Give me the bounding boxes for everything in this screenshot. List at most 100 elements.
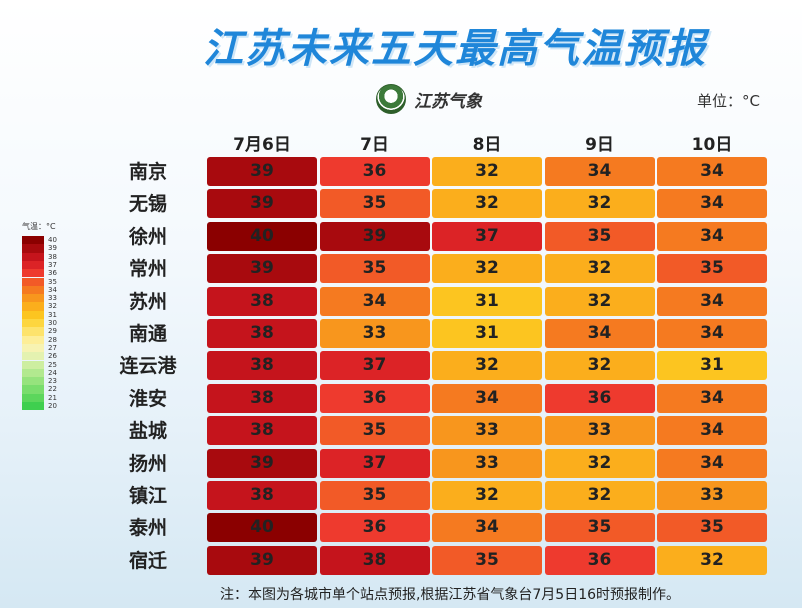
heatmap-cell: 32: [432, 189, 542, 219]
heatmap-cell: 39: [207, 545, 317, 575]
legend-label: 27: [48, 343, 57, 352]
legend-label: 38: [48, 252, 57, 261]
heatmap-cell: 36: [544, 383, 655, 413]
legend-swatch: [22, 343, 44, 353]
heatmap-cell: 34: [657, 286, 767, 316]
legend-swatch: [22, 368, 44, 378]
heatmap-cell: 33: [319, 319, 430, 348]
heatmap-cell: 34: [657, 221, 767, 251]
city-label: 苏州: [128, 290, 167, 313]
heatmap-cell: 32: [432, 351, 542, 381]
logo: 江苏气象: [376, 82, 482, 116]
legend-label: 35: [48, 277, 57, 286]
heatmap-cell: 31: [657, 351, 767, 381]
legend-swatch: [22, 360, 44, 369]
heatmap-cell: 40: [207, 221, 317, 251]
heatmap-cell: 36: [319, 157, 430, 186]
heatmap-cell: 35: [319, 481, 430, 510]
heatmap-cell: 39: [207, 254, 317, 284]
legend-swatch: [22, 302, 44, 311]
heatmap-cell: 34: [544, 319, 655, 348]
city-label: 连云港: [119, 355, 177, 378]
heatmap-cell: 35: [544, 513, 655, 543]
legend-label: 24: [48, 368, 57, 377]
heatmap-cell: 34: [657, 448, 767, 478]
heatmap-cell: 33: [544, 416, 655, 446]
legend-label: 23: [48, 377, 57, 386]
legend-swatch: [22, 244, 44, 253]
heatmap-cell: 32: [657, 545, 767, 575]
city-label: 宿迁: [128, 549, 167, 572]
city-label: 镇江: [128, 485, 167, 507]
heatmap-cell: 33: [657, 481, 767, 510]
legend-label: 25: [48, 360, 57, 369]
heatmap-cell: 31: [432, 286, 542, 316]
legend-label: 32: [48, 302, 57, 311]
legend-label: 22: [48, 385, 57, 394]
heatmap-cell: 35: [432, 545, 542, 575]
city-label: 扬州: [128, 452, 167, 475]
legend-swatch: [22, 377, 44, 386]
legend-swatch: [22, 327, 44, 336]
heatmap-cell: 35: [657, 254, 767, 284]
legend-label: 28: [48, 335, 57, 344]
heatmap-cell: 33: [432, 448, 542, 478]
legend-label: 20: [48, 402, 57, 410]
heatmap-cell: 36: [319, 383, 430, 413]
heatmap-cell: 35: [319, 189, 430, 219]
heatmap-cell: 34: [657, 319, 767, 348]
legend-label: 37: [48, 260, 57, 269]
legend-swatch: [22, 269, 44, 278]
city-label: 盐城: [128, 420, 167, 443]
heatmap-cell: 39: [207, 448, 317, 478]
heatmap-cell: 35: [319, 254, 430, 284]
legend-label: 29: [48, 327, 57, 336]
heatmap-cell: 32: [432, 481, 542, 510]
heatmap-cell: 34: [657, 189, 767, 219]
legend-label: 33: [48, 294, 57, 303]
heatmap-cell: 33: [432, 416, 542, 446]
city-label: 南京: [128, 161, 167, 183]
legend-swatch: [22, 335, 44, 344]
heatmap-cell: 32: [544, 189, 655, 219]
legend-title: 气温：°C: [22, 222, 56, 231]
legend-swatch: [22, 285, 44, 295]
unit-label: 单位：°C: [697, 92, 760, 110]
legend-swatch: [22, 319, 44, 328]
legend-swatch: [22, 352, 44, 361]
heatmap-cell: 34: [657, 383, 767, 413]
city-label: 无锡: [128, 193, 167, 216]
heatmap-cell: 35: [657, 513, 767, 543]
heatmap-cell: 34: [657, 416, 767, 446]
heatmap-cell: 32: [544, 351, 655, 381]
city-label: 淮安: [128, 387, 167, 410]
heatmap-cell: 38: [207, 416, 317, 446]
column-header: 10日: [691, 135, 733, 155]
heatmap-cell: 34: [657, 157, 767, 186]
heatmap-cell: 32: [544, 254, 655, 284]
footnote: 注：本图为各城市单个站点预报,根据江苏省气象台7月5日16时预报制作。: [219, 587, 681, 603]
heatmap-cell: 32: [544, 286, 655, 316]
heatmap-cell: 37: [432, 221, 542, 251]
heatmap-cell: 35: [544, 221, 655, 251]
heatmap-cell: 32: [544, 481, 655, 510]
heatmap-cell: 32: [432, 157, 542, 186]
legend-swatch: [22, 294, 44, 303]
heatmap-cell: 36: [544, 545, 655, 575]
jiangsu-meteorology-logo-icon: [376, 84, 406, 114]
heatmap-cell: 34: [319, 286, 430, 316]
city-label: 泰州: [128, 517, 167, 540]
legend-swatch: [22, 236, 44, 245]
heatmap-cell: 38: [207, 319, 317, 348]
city-label: 常州: [128, 258, 167, 281]
column-header: 7月6日: [233, 135, 291, 155]
logo-text: 江苏气象: [414, 91, 482, 112]
legend-label: 30: [48, 319, 57, 327]
heatmap-cell: 38: [207, 351, 317, 381]
heatmap-cell: 38: [207, 286, 317, 316]
heatmap-cell: 37: [319, 448, 430, 478]
column-header: 7日: [360, 135, 389, 155]
legend-swatch: [22, 260, 44, 270]
heatmap-cell: 36: [319, 513, 430, 543]
legend-swatch: [22, 252, 44, 261]
